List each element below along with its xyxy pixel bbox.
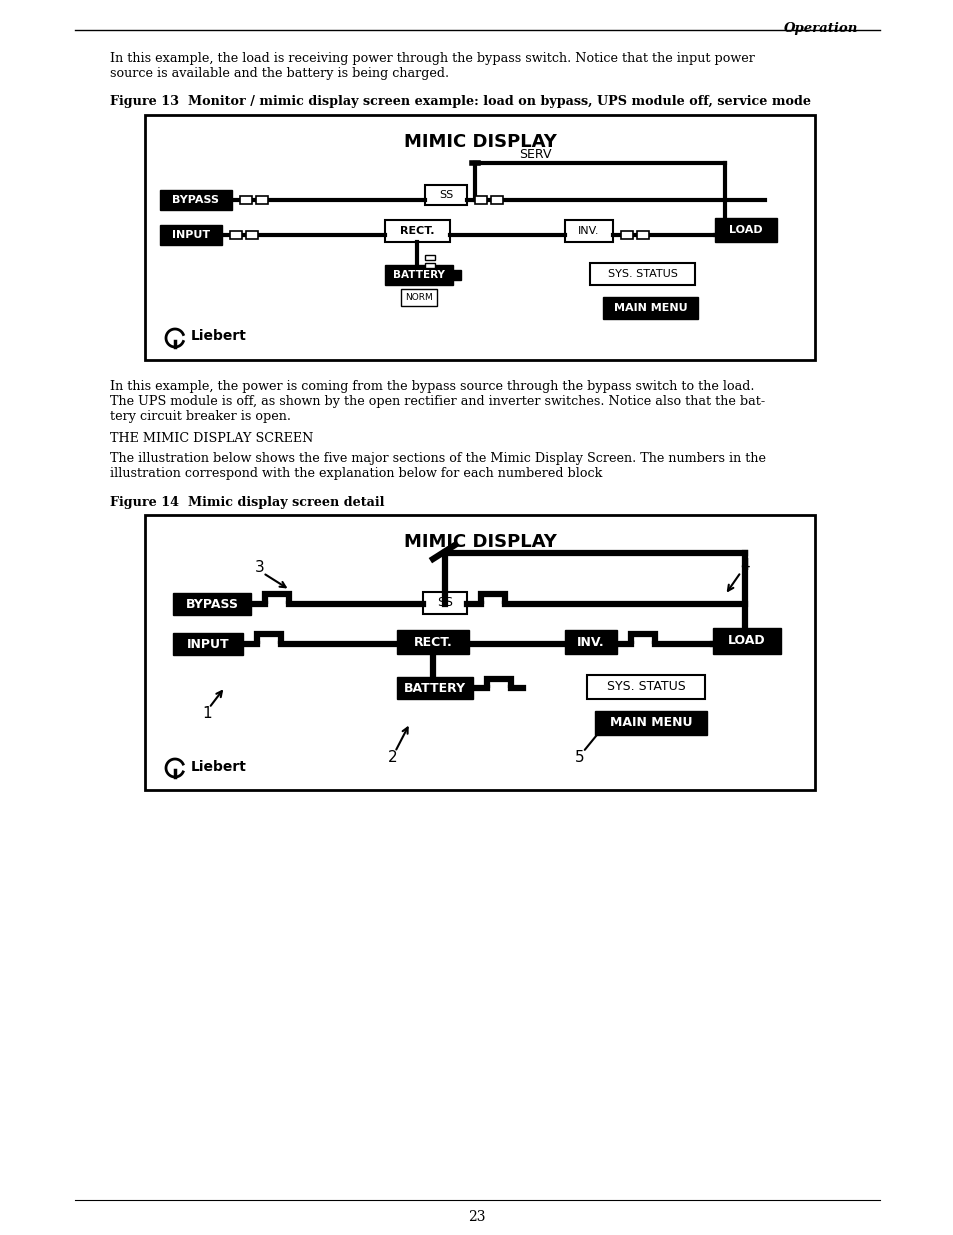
Bar [172,593,251,615]
Bar [589,263,695,285]
Text: Liebert: Liebert [191,329,247,343]
Bar [425,254,435,261]
Text: THE MIMIC DISPLAY SCREEN: THE MIMIC DISPLAY SCREEN [110,432,313,445]
Bar [453,270,460,280]
Bar [637,231,648,240]
Bar [400,289,436,306]
Text: SS: SS [438,190,453,200]
Bar [396,677,473,699]
Text: SYS. STATUS: SYS. STATUS [606,680,684,694]
Text: illustration correspond with the explanation below for each numbered block: illustration correspond with the explana… [110,467,601,480]
Bar [172,634,243,655]
Text: BATTERY: BATTERY [393,270,444,280]
Text: LOAD: LOAD [727,635,765,647]
Bar [425,263,435,268]
Text: 4: 4 [740,557,749,573]
Text: 2: 2 [388,750,397,764]
Bar [255,196,268,204]
Text: source is available and the battery is being charged.: source is available and the battery is b… [110,67,449,80]
Bar [160,190,232,210]
Text: LOAD: LOAD [728,225,762,235]
Text: 1: 1 [202,705,212,720]
Bar [602,296,698,319]
Text: RECT.: RECT. [414,636,452,648]
Bar [714,219,776,242]
Text: The illustration below shows the five major sections of the Mimic Display Screen: The illustration below shows the five ma… [110,452,765,466]
Bar [424,185,467,205]
Text: INV.: INV. [577,636,604,648]
Text: MAIN MENU: MAIN MENU [613,303,686,312]
Text: Liebert: Liebert [191,760,247,774]
Text: tery circuit breaker is open.: tery circuit breaker is open. [110,410,291,424]
Bar [246,231,257,240]
Text: SS: SS [436,597,453,610]
Bar [595,711,706,735]
Bar [475,196,486,204]
Text: MIMIC DISPLAY: MIMIC DISPLAY [403,133,556,151]
Bar [160,225,222,245]
Text: 3: 3 [254,561,265,576]
Text: 23: 23 [468,1210,485,1224]
Bar [396,630,469,655]
Bar [620,231,633,240]
Bar [240,196,252,204]
Text: Figure 14  Mimic display screen detail: Figure 14 Mimic display screen detail [110,496,384,509]
Bar [422,592,467,614]
Text: SERV: SERV [518,148,551,161]
Bar [564,630,617,655]
Bar [145,115,814,359]
Text: The UPS module is off, as shown by the open rectifier and inverter switches. Not: The UPS module is off, as shown by the o… [110,395,764,408]
Bar [712,629,781,655]
Text: BYPASS: BYPASS [172,195,219,205]
Text: MAIN MENU: MAIN MENU [609,716,692,730]
Bar [385,220,450,242]
Text: INPUT: INPUT [172,230,210,240]
Bar [491,196,502,204]
Text: 5: 5 [575,750,584,764]
Bar [230,231,242,240]
Bar [385,266,453,285]
Text: In this example, the load is receiving power through the bypass switch. Notice t: In this example, the load is receiving p… [110,52,754,65]
Text: In this example, the power is coming from the bypass source through the bypass s: In this example, the power is coming fro… [110,380,754,393]
Text: INV.: INV. [578,226,599,236]
Bar [145,515,814,790]
Text: INPUT: INPUT [187,637,229,651]
Bar [586,676,704,699]
Bar [564,220,613,242]
Text: Figure 13  Monitor / mimic display screen example: load on bypass, UPS module of: Figure 13 Monitor / mimic display screen… [110,95,810,107]
Text: MIMIC DISPLAY: MIMIC DISPLAY [403,534,556,551]
Text: BATTERY: BATTERY [403,682,466,694]
Text: RECT.: RECT. [400,226,435,236]
Text: SYS. STATUS: SYS. STATUS [607,269,677,279]
Text: BYPASS: BYPASS [185,598,238,610]
Text: Operation: Operation [782,22,857,35]
Text: NORM: NORM [405,293,433,303]
